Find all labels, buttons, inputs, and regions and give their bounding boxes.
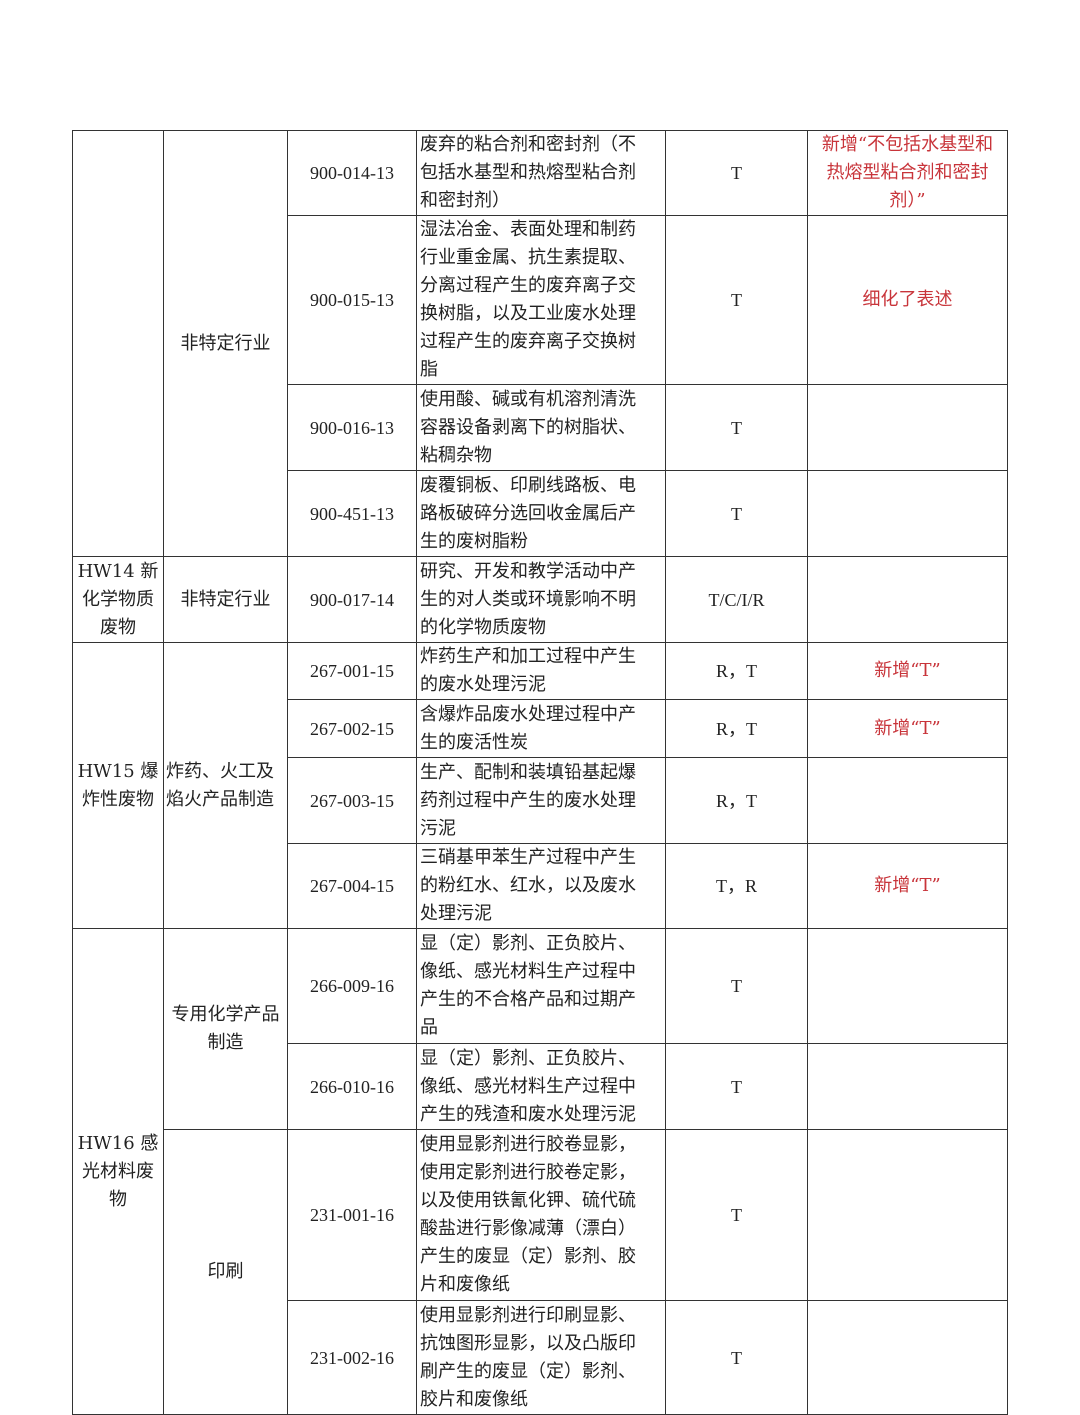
desc-cell: 含爆炸品废水处理过程中产生的废活性炭 <box>416 699 666 758</box>
hazard-cell: T <box>665 1300 808 1415</box>
category-cell: HW16 感光材料废物 <box>72 928 164 1415</box>
table-row: 900-451-13 废覆铜板、印刷线路板、电路板破碎分选回收金属后产生的废树脂… <box>73 470 1008 557</box>
hazard-cell: T <box>665 130 808 216</box>
category-cell: HW15 爆炸性废物 <box>72 642 164 929</box>
desc-cell: 显（定）影剂、正负胶片、像纸、感光材料生产过程中产生的不合格产品和过期产品 <box>416 928 666 1044</box>
remark-cell: 新增“T” <box>807 843 1008 929</box>
remark-cell: 新增“T” <box>807 699 1008 758</box>
code-cell: 900-016-13 <box>287 384 417 471</box>
industry-cell: 炸药、火工及焰火产品制造 <box>163 642 288 929</box>
code-cell: 900-451-13 <box>287 470 417 557</box>
code-cell: 267-001-15 <box>287 642 417 700</box>
table-row: HW14 新化学物质废物 非特定行业 900-017-14 研究、开发和教学活动… <box>72 556 1008 643</box>
industry-cell: 非特定行业 <box>163 130 288 557</box>
remark-cell <box>807 384 1008 471</box>
industry-cell: 专用化学产品制造 <box>163 928 288 1130</box>
code-cell: 900-015-13 <box>287 215 417 385</box>
hazard-cell: T <box>665 1129 808 1301</box>
table-row: HW15 爆炸性废物 炸药、火工及焰火产品制造 267-001-15 炸药生产和… <box>72 642 1008 929</box>
hazard-cell: T，R <box>665 843 808 929</box>
table-row: 267-003-15 生产、配制和装填铅基起爆药剂过程中产生的废水处理污泥 R，… <box>73 757 1008 844</box>
desc-cell: 废覆铜板、印刷线路板、电路板破碎分选回收金属后产生的废树脂粉 <box>416 470 666 557</box>
hazard-cell: T <box>665 384 808 471</box>
table-row: 印刷 231-001-16 使用显影剂进行胶卷显影，使用定影剂进行胶卷定影，以及… <box>73 1129 1008 1415</box>
hazard-cell: T <box>665 215 808 385</box>
remark-cell: 新增“T” <box>807 642 1008 700</box>
remark-cell: 细化了表述 <box>807 215 1008 385</box>
industry-cell: 非特定行业 <box>163 556 288 643</box>
code-cell: 900-017-14 <box>287 556 417 643</box>
table-row: HW16 感光材料废物 专用化学产品制造 266-009-16 显（定）影剂、正… <box>72 928 1008 1415</box>
desc-cell: 生产、配制和装填铅基起爆药剂过程中产生的废水处理污泥 <box>416 757 666 844</box>
code-cell: 900-014-13 <box>287 130 417 216</box>
remark-cell <box>807 757 1008 844</box>
hazard-cell: T <box>665 928 808 1044</box>
table-row: 231-002-16 使用显影剂进行印刷显影、抗蚀图形显影，以及凸版印刷产生的废… <box>73 1300 1008 1415</box>
desc-cell: 研究、开发和教学活动中产生的对人类或环境影响不明的化学物质废物 <box>416 556 666 643</box>
hazard-cell: R，T <box>665 757 808 844</box>
remark-cell <box>807 1300 1008 1415</box>
hazardous-waste-table: 非特定行业 900-014-13 废弃的粘合剂和密封剂（不包括水基型和热熔型粘合… <box>72 130 1008 1415</box>
hazard-cell: R，T <box>665 642 808 700</box>
code-cell: 231-001-16 <box>287 1129 417 1301</box>
desc-cell: 使用显影剂进行胶卷显影，使用定影剂进行胶卷定影，以及使用铁氰化钾、硫代硫酸盐进行… <box>416 1129 666 1301</box>
remark-cell <box>807 470 1008 557</box>
category-cell <box>72 130 164 557</box>
desc-cell: 使用显影剂进行印刷显影、抗蚀图形显影，以及凸版印刷产生的废显（定）影剂、胶片和废… <box>416 1300 666 1415</box>
remark-cell <box>807 928 1008 1044</box>
hazard-cell: T <box>665 1043 808 1130</box>
table-row: 266-010-16 显（定）影剂、正负胶片、像纸、感光材料生产过程中产生的残渣… <box>73 1043 1008 1130</box>
remark-cell <box>807 1129 1008 1301</box>
code-cell: 266-009-16 <box>287 928 417 1044</box>
table-row: 900-015-13 湿法冶金、表面处理和制药行业重金属、抗生素提取、分离过程产… <box>73 215 1008 385</box>
hazard-cell: T/C/I/R <box>665 556 808 643</box>
remark-cell: 新增“不包括水基型和热熔型粘合剂和密封剂）” <box>807 130 1008 216</box>
remark-cell <box>807 1043 1008 1130</box>
desc-cell: 显（定）影剂、正负胶片、像纸、感光材料生产过程中产生的残渣和废水处理污泥 <box>416 1043 666 1130</box>
category-cell: HW14 新化学物质废物 <box>72 556 164 643</box>
code-cell: 267-002-15 <box>287 699 417 758</box>
code-cell: 231-002-16 <box>287 1300 417 1415</box>
desc-cell: 废弃的粘合剂和密封剂（不包括水基型和热熔型粘合剂和密封剂） <box>416 130 666 216</box>
hazard-cell: T <box>665 470 808 557</box>
hazard-cell: R，T <box>665 699 808 758</box>
desc-cell: 三硝基甲苯生产过程中产生的粉红水、红水，以及废水处理污泥 <box>416 843 666 929</box>
desc-cell: 炸药生产和加工过程中产生的废水处理污泥 <box>416 642 666 700</box>
code-cell: 267-004-15 <box>287 843 417 929</box>
remark-cell <box>807 556 1008 643</box>
industry-cell: 印刷 <box>163 1129 288 1415</box>
desc-cell: 使用酸、碱或有机溶剂清洗容器设备剥离下的树脂状、粘稠杂物 <box>416 384 666 471</box>
table-row: 非特定行业 900-014-13 废弃的粘合剂和密封剂（不包括水基型和热熔型粘合… <box>72 130 1008 557</box>
table-row: 267-002-15 含爆炸品废水处理过程中产生的废活性炭 R，T 新增“T” <box>73 699 1008 758</box>
desc-cell: 湿法冶金、表面处理和制药行业重金属、抗生素提取、分离过程产生的废弃离子交换树脂，… <box>416 215 666 385</box>
code-cell: 267-003-15 <box>287 757 417 844</box>
code-cell: 266-010-16 <box>287 1043 417 1130</box>
